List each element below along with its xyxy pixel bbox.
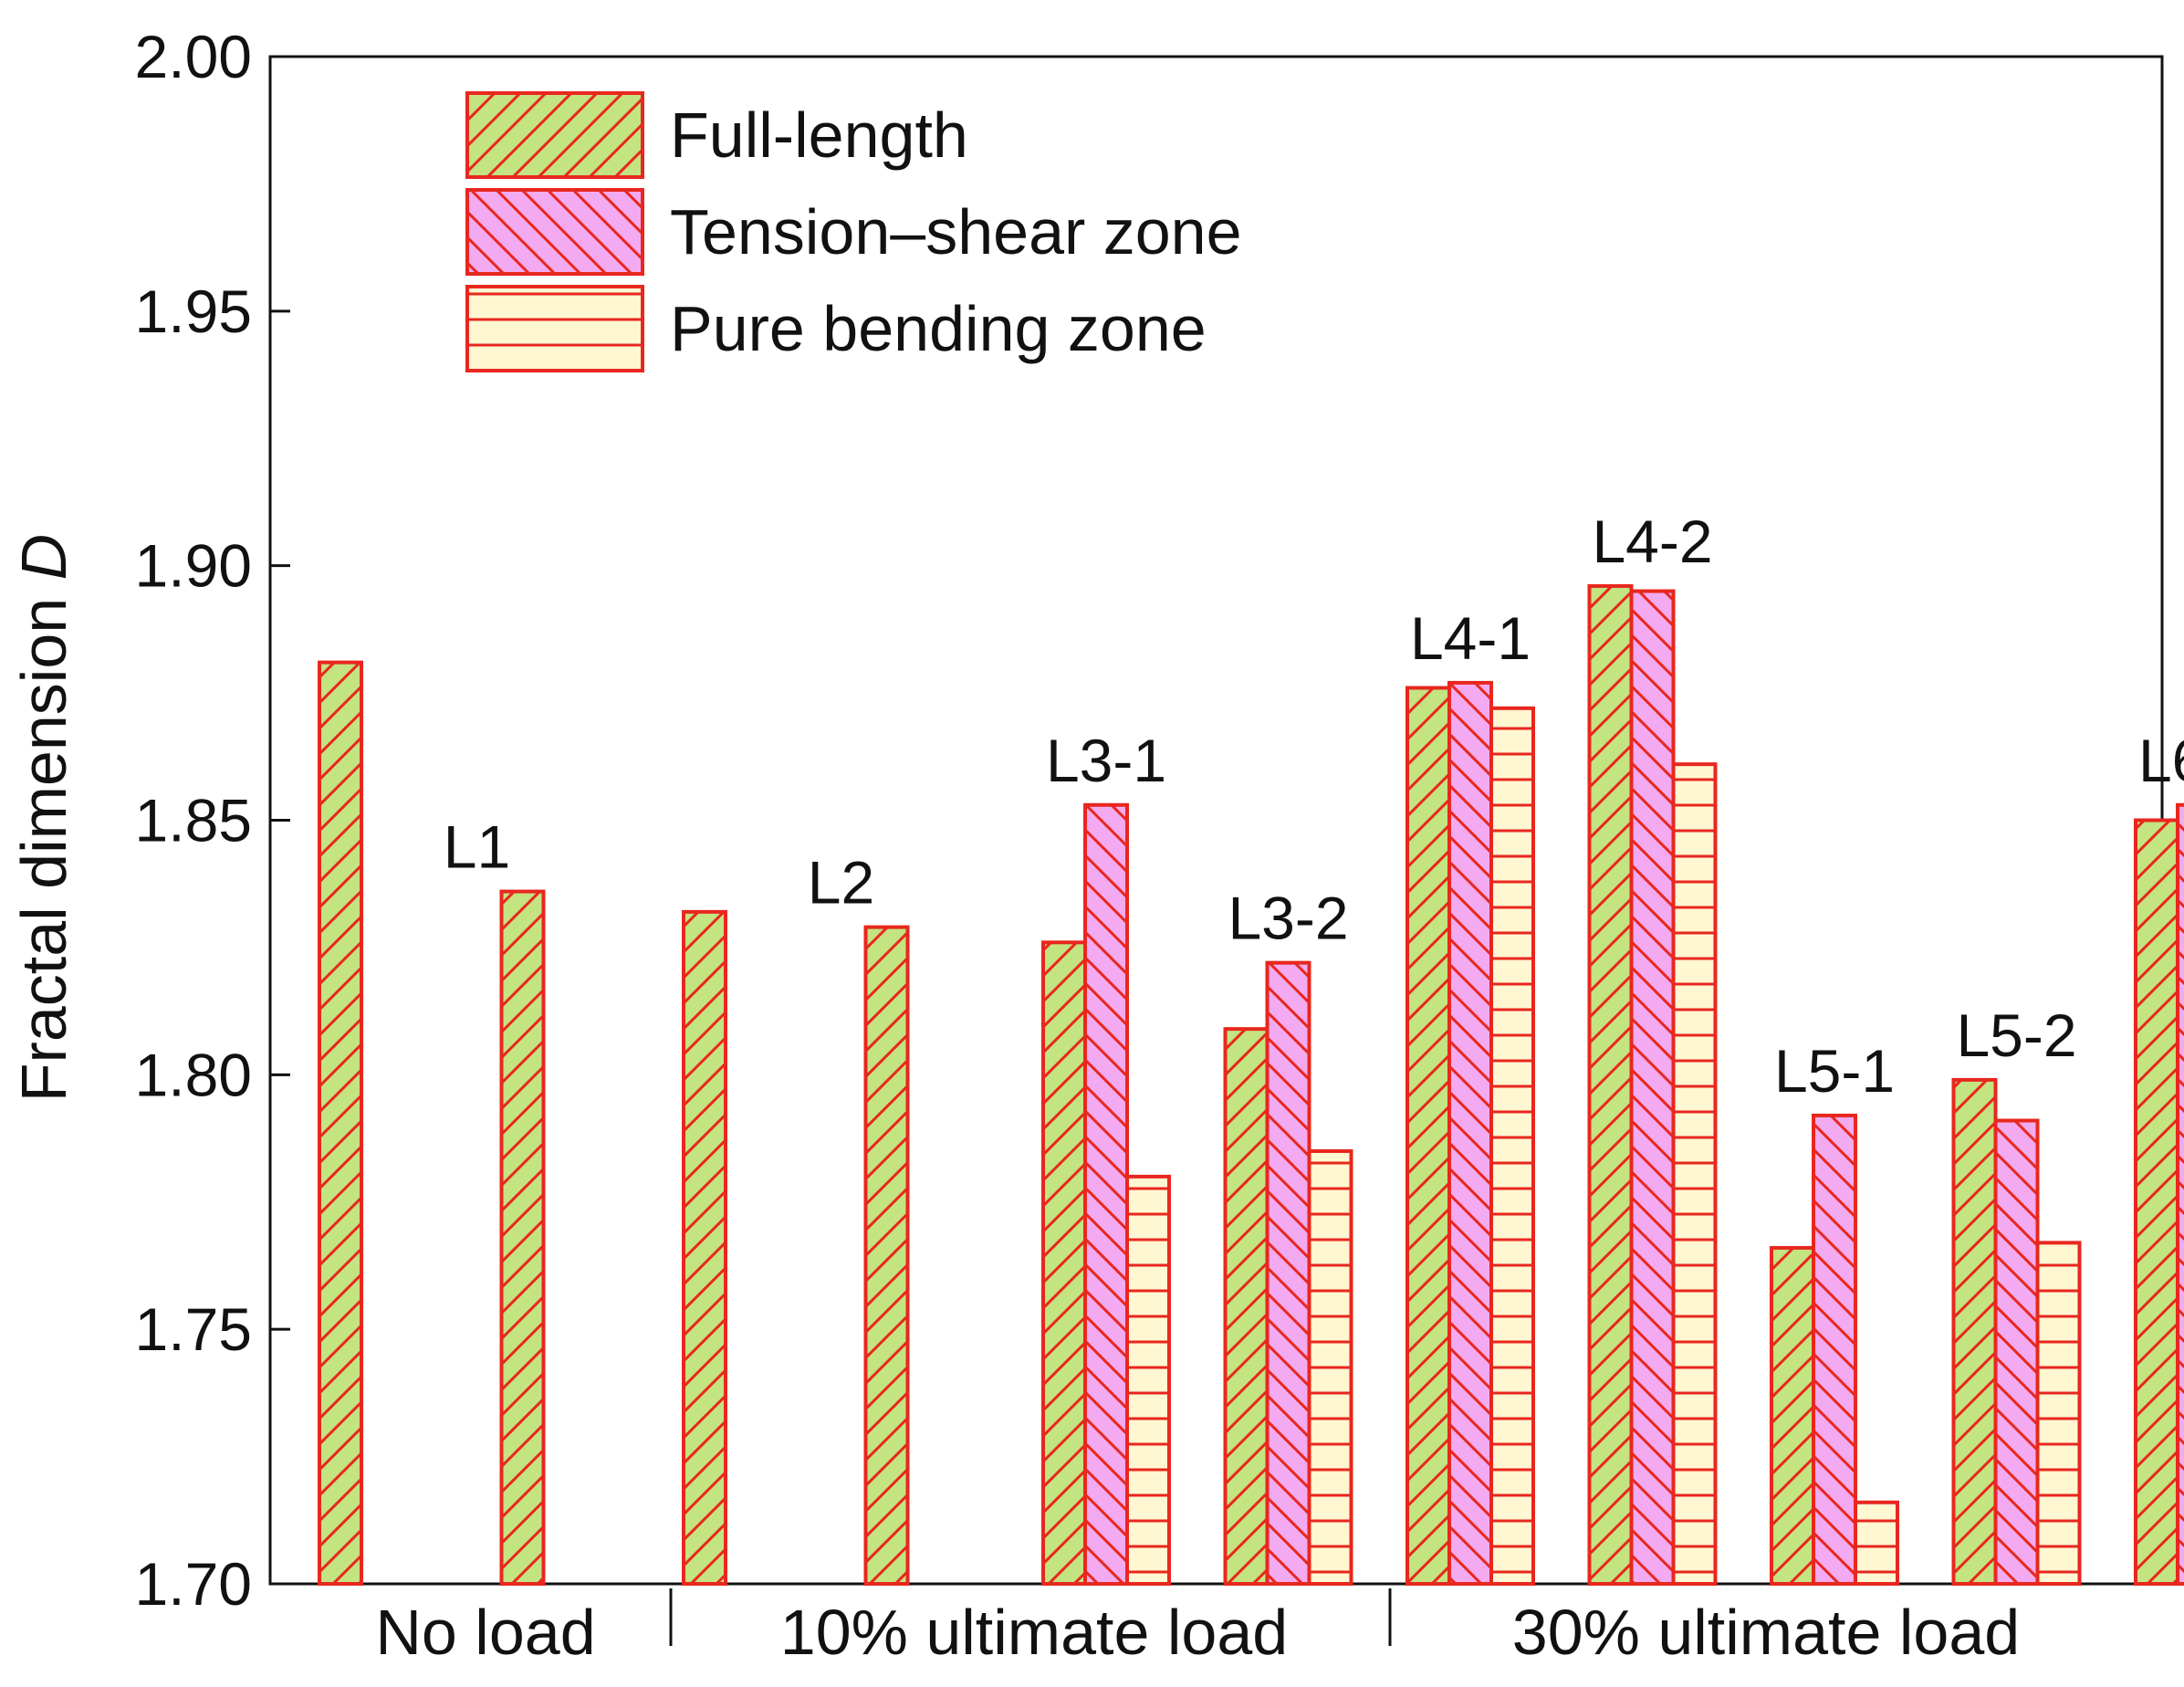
- bar-label: L4-1: [1410, 604, 1531, 672]
- y-axis-title-text: Fractal dimension: [8, 598, 79, 1102]
- bar-L3-2-pure: [1307, 1148, 1353, 1586]
- bar-L6-1-tension: [2176, 802, 2184, 1586]
- bar-L4-1-pure: [1489, 706, 1535, 1586]
- bar-specimen-3-full: [682, 909, 727, 1586]
- bar-L5-1-tension: [1812, 1113, 1857, 1586]
- bar-L5-2-tension: [1993, 1118, 2040, 1586]
- bar-label: L1: [444, 813, 510, 881]
- legend-swatch-tension-shear: [465, 188, 644, 276]
- legend-label-pure-bending: Pure bending zone: [670, 293, 1207, 364]
- y-tick-label: 1.75: [135, 1295, 252, 1363]
- legend-label-tension-shear: Tension–shear zone: [670, 196, 1242, 267]
- y-axis: 1.70 1.75 1.80 1.85 1.90 1.95 2.00: [135, 23, 290, 1618]
- y-axis-title: Fractal dimension D: [8, 534, 79, 1102]
- bar-L2-full: [863, 925, 910, 1586]
- group-label: 30% ultimate load: [1512, 1597, 2020, 1668]
- bar-L5-2-pure: [2035, 1241, 2082, 1586]
- legend-swatch-pure-bending: [465, 285, 644, 372]
- bar-L3-1-pure: [1125, 1174, 1171, 1587]
- bars: [318, 583, 2184, 1587]
- bar-L3-2-full: [1223, 1027, 1270, 1586]
- bar-L5-2-full: [1951, 1077, 1998, 1587]
- bar-label: L6-1: [2138, 727, 2184, 794]
- y-tick-label: 2.00: [135, 23, 252, 90]
- bar-specimen-1-full: [318, 660, 363, 1586]
- bar-L1-full: [499, 889, 546, 1586]
- bar-L4-2-tension: [1629, 589, 1676, 1586]
- bar-label: L2: [808, 849, 874, 917]
- legend: Full-length Tension–shear zone Pure bend…: [465, 91, 1242, 372]
- group-axis: No load 10% ultimate load 30% ultimate loa…: [375, 1588, 2020, 1668]
- y-tick-label: 1.90: [135, 532, 252, 600]
- bar-label: L3-1: [1046, 727, 1166, 794]
- bar-L4-1-tension: [1447, 680, 1493, 1586]
- bar-label: L5-1: [1774, 1037, 1895, 1105]
- y-tick-label: 1.85: [135, 787, 252, 854]
- bar-L4-2-full: [1587, 583, 1634, 1586]
- bar-L5-1-pure: [1854, 1500, 1899, 1586]
- y-tick-label: 1.80: [135, 1041, 252, 1108]
- y-tick-label: 1.95: [135, 278, 252, 345]
- bar-label: L5-2: [1956, 1001, 2076, 1069]
- group-label: No load: [375, 1597, 595, 1668]
- legend-swatch-full-length: [465, 91, 644, 179]
- bar-L5-1-full: [1770, 1245, 1815, 1586]
- y-axis-title-italic: D: [8, 534, 79, 581]
- bar-L6-1-full: [2134, 818, 2179, 1586]
- bar-label: L3-2: [1228, 885, 1348, 952]
- y-tick-label: 1.70: [135, 1550, 252, 1618]
- bar-L4-2-pure: [1671, 762, 1718, 1586]
- bar-L3-1-tension: [1083, 802, 1129, 1586]
- legend-label-full-length: Full-length: [670, 100, 968, 171]
- group-label: 10% ultimate load: [780, 1597, 1288, 1668]
- bar-L3-2-tension: [1265, 960, 1311, 1586]
- bar-L3-1-full: [1041, 940, 1087, 1586]
- bar-label: L4-2: [1592, 508, 1712, 575]
- bar-L4-1-full: [1405, 686, 1451, 1586]
